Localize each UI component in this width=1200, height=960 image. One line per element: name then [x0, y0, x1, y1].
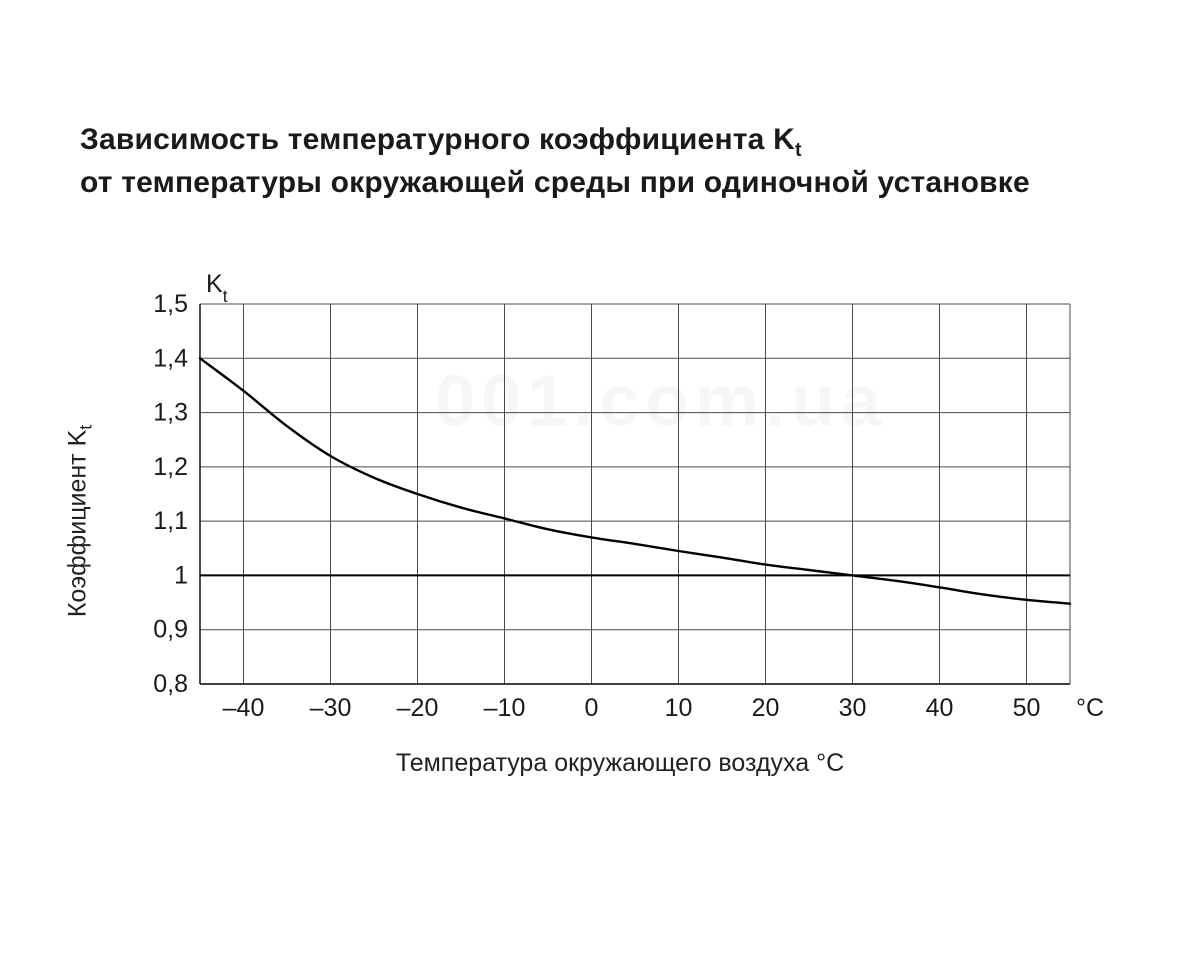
y-axis-label: Коэффициент Kt [64, 425, 97, 617]
y-axis-title: Kt [206, 270, 228, 306]
y-tick-label: 1,3 [153, 398, 188, 426]
watermark-text: 001.com.ua [435, 361, 887, 441]
y-tick-label: 0,8 [153, 670, 188, 698]
x-tick-label: 40 [926, 694, 954, 722]
x-tick-label: 10 [665, 694, 693, 722]
x-tick-label: 0 [585, 694, 599, 722]
x-axis-label: Температура окружающего воздуха °C [130, 749, 1110, 778]
x-unit-label: °C [1076, 694, 1104, 722]
x-tick-label: –30 [310, 694, 352, 722]
x-tick-label: 20 [752, 694, 780, 722]
x-tick-label: 50 [1013, 694, 1041, 722]
y-tick-label: 1,2 [153, 453, 188, 481]
y-tick-label: 1,4 [153, 344, 188, 372]
title-sub-t: t [795, 139, 802, 161]
x-tick-label: –20 [397, 694, 439, 722]
x-tick-label: 30 [839, 694, 867, 722]
x-tick-label: –40 [223, 694, 265, 722]
chart-container: Коэффициент Kt 001.com.ua0,80,911,11,21,… [130, 264, 1110, 778]
chart-title: Зависимость температурного коэффициента … [80, 120, 1110, 204]
y-tick-label: 0,9 [153, 616, 188, 644]
y-tick-label: 1,1 [153, 507, 188, 535]
title-line1: Зависимость температурного коэффициента … [80, 123, 795, 156]
y-tick-label: 1,5 [153, 290, 188, 318]
x-tick-label: –10 [484, 694, 526, 722]
title-line2: от температуры окружающей среды при один… [80, 166, 1030, 199]
chart-svg: 001.com.ua 0,8 0,9 1 1,1 1,2 1,3 1,4 1,5 –40 –30 –2… [130, 264, 1130, 739]
y-tick-label: 1 [174, 561, 188, 589]
